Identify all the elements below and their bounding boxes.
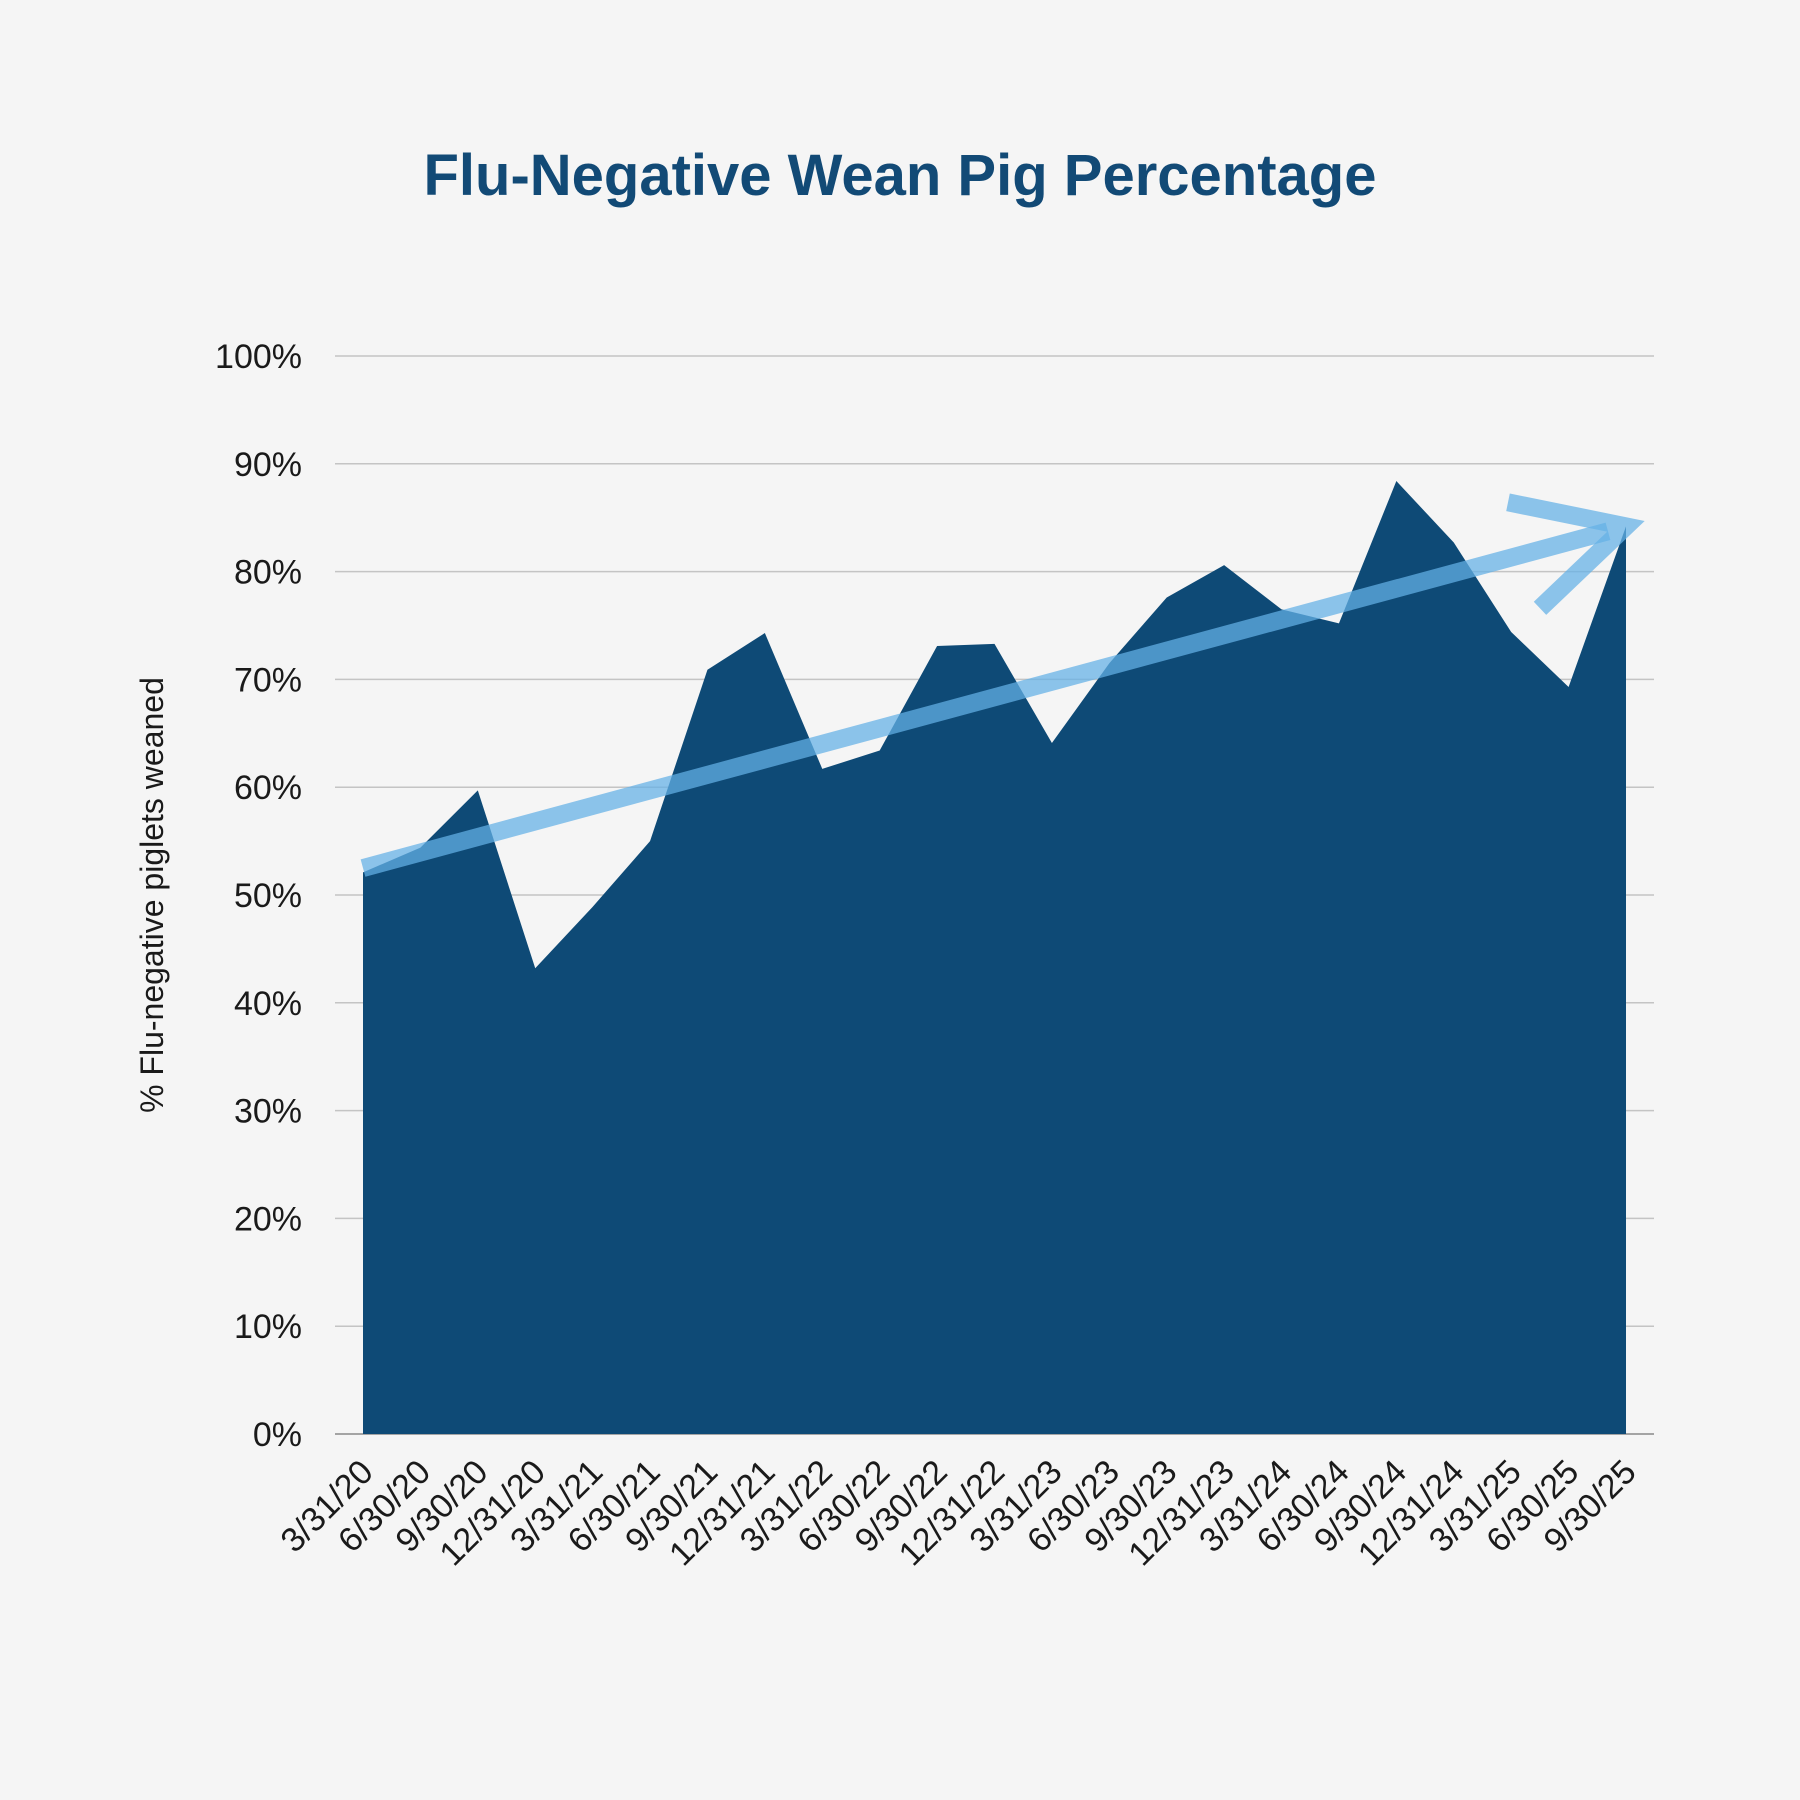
x-axis-ticks: 3/31/206/30/209/30/2012/31/203/31/216/30… bbox=[274, 1453, 1644, 1573]
y-axis-ticks: 0% 10% 20% 30% 40% 50% 60% 70% 80% 90% 100% bbox=[215, 338, 302, 1454]
trend-arrow-head bbox=[1506, 493, 1645, 615]
area-fill bbox=[363, 481, 1626, 1435]
y-tick-label: 70% bbox=[234, 661, 302, 699]
y-tick-label: 50% bbox=[234, 877, 302, 915]
y-tick-label: 80% bbox=[234, 554, 302, 592]
chart-title: Flu-Negative Wean Pig Percentage bbox=[424, 143, 1377, 208]
y-tick-label: 90% bbox=[234, 446, 302, 484]
y-tick-label: 40% bbox=[234, 985, 302, 1023]
y-tick-label: 10% bbox=[234, 1308, 302, 1346]
trend-arrow-shaft bbox=[360, 522, 1611, 877]
trend-arrow bbox=[360, 493, 1645, 877]
y-tick-label: 60% bbox=[234, 769, 302, 807]
y-tick-label: 30% bbox=[234, 1093, 302, 1131]
area-series bbox=[363, 481, 1626, 1435]
y-axis-label: % Flu-negative piglets weaned bbox=[134, 677, 170, 1113]
y-tick-label: 0% bbox=[253, 1416, 302, 1454]
y-tick-label: 20% bbox=[234, 1200, 302, 1238]
y-tick-label: 100% bbox=[215, 338, 302, 376]
